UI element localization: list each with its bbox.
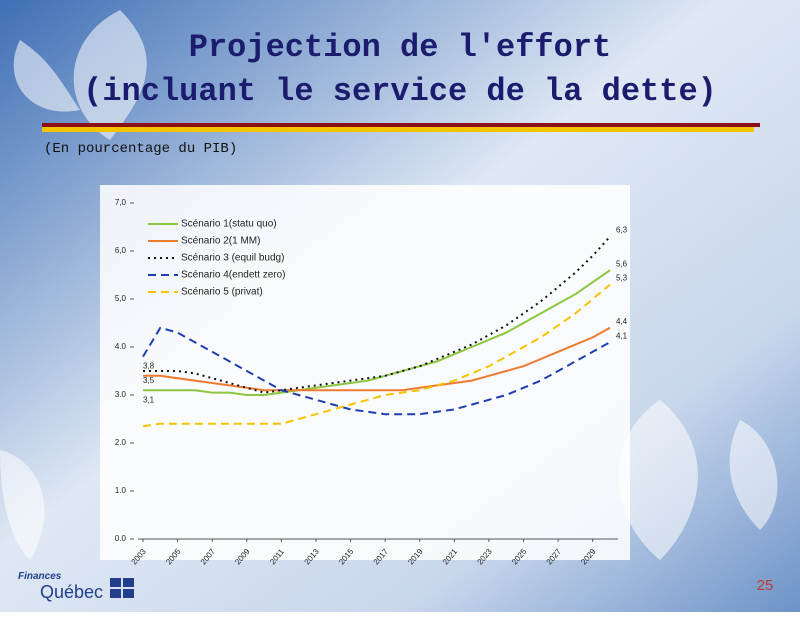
y-tick-label: 2.0	[115, 438, 127, 447]
legend-label: Scénario 3 (equil budg)	[181, 253, 284, 264]
y-tick-label: 6,0	[115, 246, 127, 255]
series-line	[142, 283, 611, 428]
title-rule	[42, 123, 760, 127]
data-label: 4,1	[616, 331, 628, 340]
legend-label: Scénario 5 (privat)	[181, 287, 263, 298]
logo-text: Québec	[40, 582, 103, 602]
y-tick-label: 5,0	[115, 294, 127, 303]
data-label: 5,6	[616, 259, 628, 268]
page-number: 25	[757, 577, 774, 594]
series-line	[143, 235, 611, 394]
data-label: 3,1	[143, 395, 155, 404]
y-tick-label: 4.0	[115, 342, 127, 351]
chart-area	[100, 185, 630, 560]
y-tick-label: 7,0	[115, 198, 127, 207]
series-line	[143, 326, 611, 392]
logo-text: Finances	[18, 571, 62, 582]
y-tick-label: 1.0	[115, 486, 127, 495]
y-tick-label: 0.0	[115, 534, 127, 543]
fleur-de-lis-decoration	[0, 10, 778, 560]
data-label: 5,3	[616, 274, 628, 283]
slide-title: Projection de l'effort	[189, 29, 611, 66]
data-label: 3,8	[143, 362, 155, 371]
legend-label: Scénario 2(1 MM)	[181, 236, 260, 247]
legend-label: Scénario 1(statu quo)	[181, 219, 277, 230]
data-label: 4,4	[616, 317, 628, 326]
data-label: 3,5	[143, 376, 155, 385]
title-rule	[42, 127, 754, 132]
slide-title: (incluant le service de la dette)	[83, 73, 717, 110]
series-line	[143, 269, 611, 396]
subtitle: (En pourcentage du PIB)	[44, 141, 237, 157]
y-tick-label: 3.0	[115, 390, 127, 399]
legend-label: Scénario 4(endett zero)	[181, 270, 286, 281]
logo-flag	[110, 578, 134, 598]
data-label: 6,3	[616, 226, 628, 235]
